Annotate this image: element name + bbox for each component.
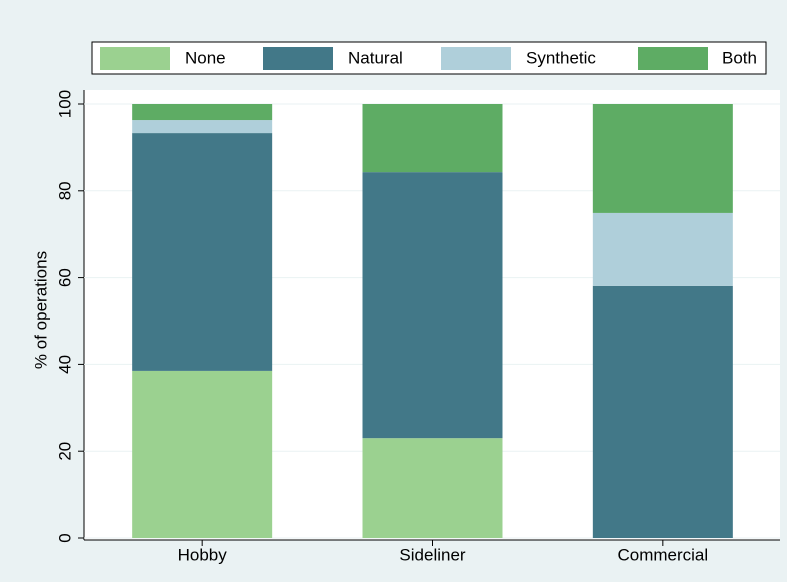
y-axis-title: % of operations bbox=[31, 251, 50, 369]
legend-label: Both bbox=[722, 48, 757, 67]
bar-segment bbox=[362, 438, 503, 538]
y-tick-label: 100 bbox=[55, 90, 74, 118]
y-tick-label: 60 bbox=[55, 268, 74, 287]
legend-swatch bbox=[263, 47, 333, 70]
legend-swatch bbox=[100, 47, 170, 70]
y-tick-label: 80 bbox=[55, 181, 74, 200]
x-tick-label: Commercial bbox=[617, 545, 708, 564]
bar-segment bbox=[592, 104, 733, 213]
bar-segment bbox=[132, 120, 273, 134]
bar-segment bbox=[132, 133, 273, 371]
bar-segment bbox=[592, 285, 733, 538]
x-tick-label: Hobby bbox=[178, 545, 228, 564]
legend-label: None bbox=[185, 48, 226, 67]
legend-swatch bbox=[638, 47, 708, 70]
legend-label: Natural bbox=[348, 48, 403, 67]
bar-segment bbox=[132, 104, 273, 121]
y-tick-label: 40 bbox=[55, 355, 74, 374]
y-tick-label: 0 bbox=[55, 533, 74, 542]
bar-segment bbox=[592, 212, 733, 286]
y-tick-label: 20 bbox=[55, 442, 74, 461]
bar-segment bbox=[132, 370, 273, 538]
bar-segment bbox=[362, 104, 503, 173]
bar-segment bbox=[362, 172, 503, 439]
legend-label: Synthetic bbox=[526, 48, 596, 67]
legend-swatch bbox=[441, 47, 511, 70]
x-tick-label: Sideliner bbox=[399, 545, 465, 564]
